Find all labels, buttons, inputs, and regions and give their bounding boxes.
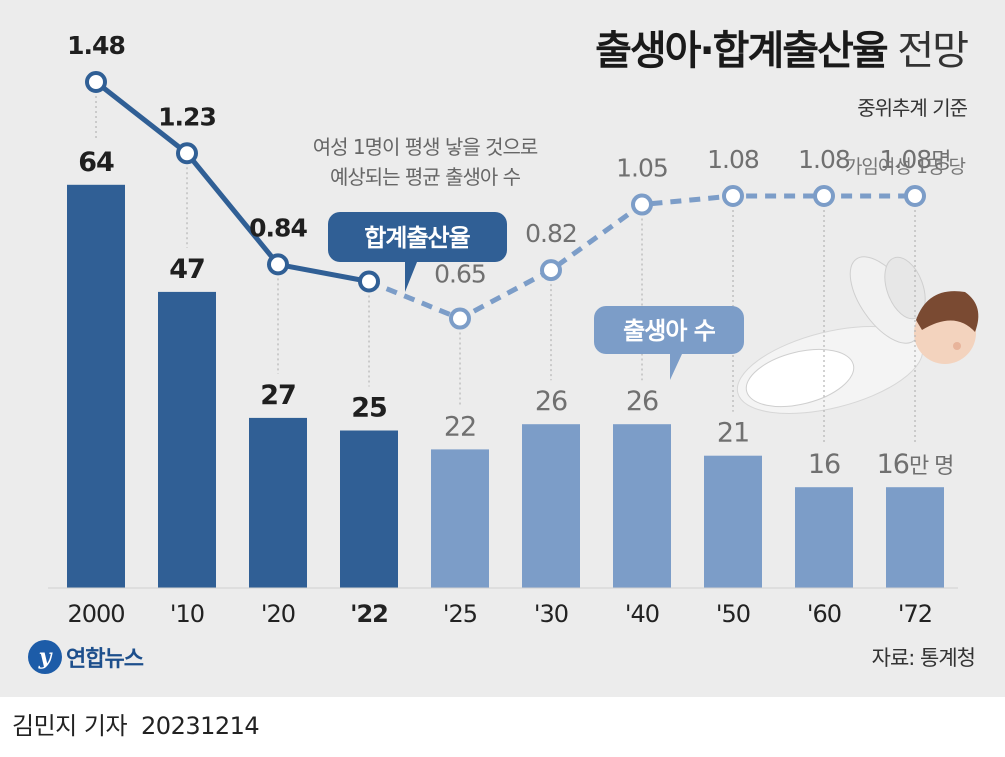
- yonhap-logo-icon: y: [28, 640, 62, 674]
- births-bar: [704, 455, 762, 588]
- tfr-description: 여성 1명이 평생 낳을 것으로 예상되는 평균 출생아 수: [270, 132, 580, 192]
- fertility-point: [85, 71, 107, 93]
- publish-date: 20231214: [141, 712, 260, 740]
- chart-title-main: 출생아·합계출산율: [595, 28, 889, 74]
- byline: 김민지 기자 20231214: [12, 706, 260, 741]
- fertility-line-actual: [94, 80, 370, 284]
- x-tick-label: '50: [716, 600, 750, 628]
- sleeping-baby-illustration: [736, 256, 979, 414]
- births-bar: [340, 430, 398, 588]
- chart-subtitle: 중위추계 기준: [857, 96, 968, 120]
- births-value-label: 26: [535, 386, 567, 417]
- births-bar: [67, 184, 125, 589]
- births-value-label: 22: [444, 411, 476, 442]
- x-tick-label: '22: [350, 600, 388, 628]
- chart-labels: 64 2000 47 '10 27 '20 25 '22 22 '25 26 '30 26 '40 21 '5…: [67, 31, 954, 628]
- fertility-point: [631, 193, 653, 216]
- births-bar: [249, 417, 307, 588]
- fertility-point: [540, 259, 562, 282]
- births-bar: [158, 291, 216, 588]
- births-value-label: 47: [169, 254, 205, 285]
- tfr-description-line-1: 여성 1명이 평생 낳을 것으로: [312, 135, 539, 159]
- births-callout-box: [594, 306, 744, 380]
- births-unit-label: 만 명: [909, 454, 953, 479]
- fertility-value-label: 1.08: [707, 145, 759, 174]
- x-tick-label: 2000: [67, 600, 124, 628]
- birth-fertility-chart: 64 2000 47 '10 27 '20 25 '22 22 '25 26 '30 26 '40 21 '5…: [48, 31, 979, 628]
- x-tick-label: '25: [443, 600, 477, 628]
- births-bar: [613, 424, 671, 588]
- x-tick-label: '72: [898, 600, 932, 628]
- x-tick-label: '60: [807, 600, 841, 628]
- tfr-unit-note: 가임여성 1명 당: [844, 156, 966, 178]
- births-bar: [795, 487, 853, 588]
- yonhap-logo: y 연합뉴스: [28, 640, 144, 674]
- fertility-point: [449, 307, 471, 330]
- births-bars: [67, 184, 944, 589]
- fertility-point: [267, 253, 289, 276]
- tfr-description-line-2: 예상되는 평균 출생아 수: [329, 165, 521, 189]
- fertility-value-label: 0.84: [249, 213, 307, 242]
- births-bar: [886, 487, 944, 588]
- tfr-callout-box: [328, 212, 507, 292]
- x-tick-label: '20: [261, 600, 295, 628]
- births-value-label: 21: [717, 418, 749, 449]
- x-tick-label: '40: [625, 600, 659, 628]
- fertility-unit-label: 명: [931, 149, 950, 174]
- source-note: 자료: 통계청: [871, 646, 976, 670]
- callouts: 합계출산율 출생아 수: [328, 212, 744, 380]
- fertility-value-label: 1.48: [67, 31, 125, 60]
- x-tick-label: '30: [534, 600, 568, 628]
- fertility-point: [176, 142, 198, 165]
- fertility-point: [722, 185, 744, 207]
- births-value-label: 26: [626, 386, 658, 417]
- x-tick-label: '10: [170, 600, 204, 628]
- fertility-point: [358, 270, 380, 293]
- fertility-value-label: 1.05: [616, 154, 668, 183]
- births-value-label: 16만 명: [877, 449, 954, 480]
- births-value-label: 16: [808, 449, 840, 480]
- births-value-label: 25: [351, 393, 387, 424]
- reporter-name: 김민지 기자: [12, 712, 128, 740]
- fertility-point: [813, 185, 835, 207]
- fertility-value-label: 1.08: [798, 145, 850, 174]
- fertility-rate-line: [85, 71, 926, 330]
- yonhap-logo-text: 연합뉴스: [66, 647, 144, 672]
- fertility-value-label: 0.82: [525, 219, 577, 248]
- births-value-label: 27: [260, 380, 296, 411]
- births-callout-label: 출생아 수: [623, 317, 716, 345]
- births-value-label: 64: [78, 147, 114, 178]
- chart-title-suffix: 전망: [897, 28, 969, 74]
- fertility-value-label: 0.65: [434, 260, 486, 289]
- fertility-value-label: 1.23: [158, 102, 216, 131]
- chart-title: 출생아·합계출산율 전망: [595, 18, 969, 76]
- tfr-callout-label: 합계출산율: [364, 224, 470, 252]
- fertility-value-label: 1.08명: [880, 145, 951, 174]
- births-bar: [431, 449, 489, 588]
- fertility-point: [904, 185, 926, 207]
- births-bar: [522, 424, 580, 588]
